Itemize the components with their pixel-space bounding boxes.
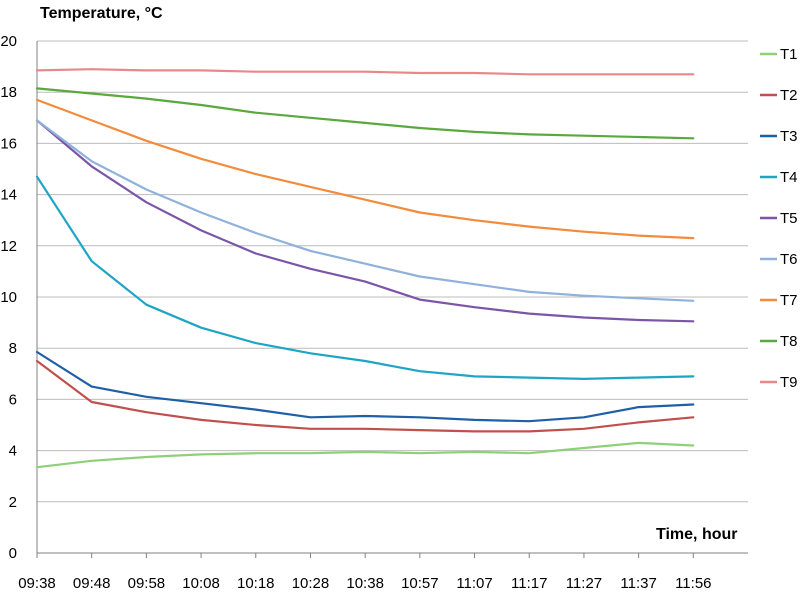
legend-label: T8 [780,333,798,350]
legend-item-t5: T5 [760,210,798,227]
x-tick-label: 10:57 [401,575,439,592]
series-line-t6 [35,119,695,302]
series-line-t4 [35,175,695,380]
legend-item-t3: T3 [760,128,798,145]
x-tick-label: 09:38 [18,575,56,592]
series-line-t8 [35,87,695,140]
series-line-t5 [35,119,695,323]
x-tick-label: 10:08 [182,575,220,592]
x-tick-label: 10:18 [237,575,275,592]
legend-item-t9: T9 [760,374,798,391]
x-tick-label: 09:58 [128,575,166,592]
legend-label: T5 [780,210,798,227]
y-tick-label: 0 [9,545,17,562]
y-tick-label: 18 [0,84,17,101]
x-tick-label: 11:17 [511,575,547,592]
legend-item-t1: T1 [760,46,798,63]
x-tick-label: 10:38 [346,575,384,592]
y-tick-label: 16 [0,135,17,152]
x-tick-label: 11:56 [675,575,711,592]
x-axis-title: Time, hour [656,526,738,543]
series-line-t1 [35,441,695,469]
legend-item-t8: T8 [760,333,798,350]
series-line-t9 [35,68,695,76]
series-lines [35,68,695,469]
y-tick-label: 10 [0,289,17,306]
legend-item-t2: T2 [760,87,798,104]
legend-item-t6: T6 [760,251,798,268]
y-axis-title: Temperature, °C [40,5,163,22]
x-tick-label: 10:28 [292,575,330,592]
series-line-t2 [35,359,695,433]
x-tick-label: 11:37 [620,575,656,592]
y-tick-label: 14 [0,187,17,204]
y-tick-label: 20 [0,33,17,50]
legend-label: T2 [780,87,798,104]
legend-label: T9 [780,374,798,391]
legend-label: T4 [780,169,798,186]
x-tick-label: 09:48 [73,575,111,592]
gridlines [37,40,748,503]
x-tick-label: 11:07 [456,575,492,592]
y-tick-label: 8 [9,340,17,357]
legend: T1 T2 T3 T4 T5 T6 T7 T8 T9 [760,46,798,391]
x-tick-label: 11:27 [566,575,602,592]
series-line-t7 [35,98,695,240]
legend-label: T6 [780,251,798,268]
y-tick-labels: 0 2 4 6 8 10 12 14 16 18 20 [0,33,17,562]
y-tick-label: 4 [9,443,17,460]
y-tick-label: 12 [0,238,17,255]
legend-item-t4: T4 [760,169,798,186]
x-tick-labels: 09:38 09:48 09:58 10:08 10:18 10:28 10:38 10:57… [18,575,711,592]
legend-item-t7: T7 [760,292,798,309]
legend-label: T3 [780,128,798,145]
legend-label: T1 [780,46,798,63]
series-line-t3 [35,350,695,423]
y-tick-label: 6 [9,391,17,408]
legend-label: T7 [780,292,798,309]
y-tick-label: 2 [9,494,17,511]
